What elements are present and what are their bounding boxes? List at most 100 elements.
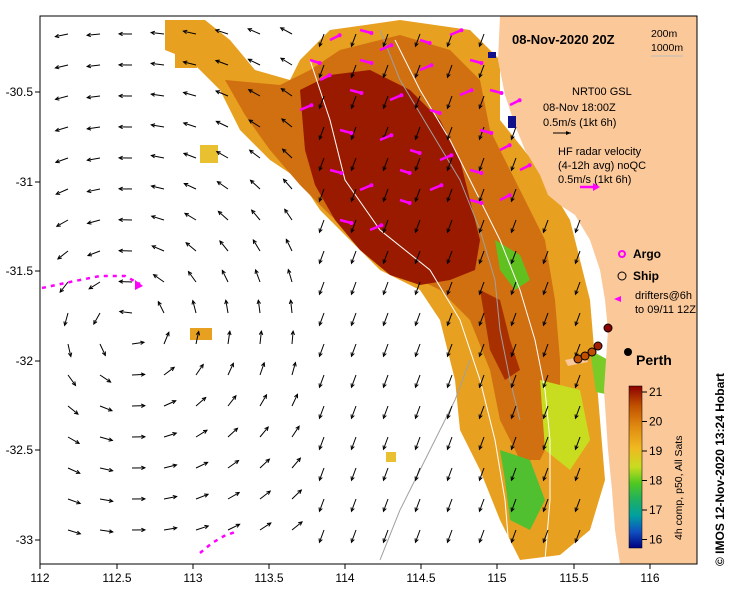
velocity-arrow	[542, 343, 549, 357]
ship-label: Ship	[633, 269, 659, 283]
velocity-arrow-head	[118, 248, 124, 253]
velocity-arrow	[87, 126, 101, 130]
velocity-arrow	[350, 467, 357, 481]
radar-arrow-head	[379, 223, 384, 228]
velocity-arrow-head	[574, 290, 579, 296]
sst-blob-3	[386, 452, 396, 462]
velocity-arrow	[221, 270, 229, 283]
velocity-arrow-head	[204, 493, 210, 498]
drifter-label: drifters@6h	[635, 290, 692, 302]
radar-arrow	[429, 184, 442, 192]
radar-arrow-head	[359, 91, 364, 95]
velocity-arrow	[318, 405, 325, 419]
velocity-arrow-head	[446, 383, 451, 389]
velocity-arrow	[542, 374, 549, 388]
velocity-arrow-head	[280, 87, 286, 93]
velocity-arrow-head	[350, 507, 355, 513]
velocity-arrow-head	[414, 538, 419, 544]
velocity-arrow-head	[93, 319, 98, 325]
velocity-arrow	[510, 498, 517, 512]
velocity-arrow-head	[152, 273, 158, 279]
velocity-arrow	[318, 374, 325, 388]
velocity-arrow-head	[254, 268, 259, 274]
velocity-arrow-head	[318, 476, 323, 482]
velocity-arrow	[151, 32, 165, 35]
velocity-arrow-head	[201, 396, 207, 402]
velocity-arrow-head	[86, 126, 92, 131]
colorbar-tick-label: 19	[649, 444, 663, 458]
velocity-arrow-head	[478, 104, 483, 110]
velocity-arrow-head	[478, 135, 483, 141]
velocity-arrow	[151, 185, 165, 190]
velocity-arrow	[192, 300, 197, 314]
velocity-arrow-head	[446, 135, 451, 141]
velocity-arrow	[478, 219, 485, 233]
radar-arrow-head	[449, 153, 454, 158]
colorbar-ticks: 21 20 19 18 17 16	[642, 385, 663, 547]
australia-land	[498, 16, 697, 564]
radar-arrow	[359, 184, 372, 192]
velocity-arrow-head	[350, 383, 355, 389]
radar-arrow	[439, 154, 452, 162]
velocity-arrow	[318, 467, 325, 481]
velocity-arrow-head	[414, 166, 419, 172]
velocity-arrow	[215, 60, 229, 66]
velocity-arrow-head	[478, 538, 483, 544]
velocity-arrow	[414, 498, 421, 512]
velocity-arrow-head	[446, 104, 451, 110]
radar-arrow-head	[459, 28, 464, 33]
velocity-arrow-head	[414, 135, 419, 141]
velocity-arrow	[382, 33, 389, 47]
velocity-arrow	[151, 124, 165, 128]
velocity-arrow-head	[182, 91, 188, 96]
velocity-arrow-head	[141, 496, 147, 502]
velocity-arrow	[163, 432, 177, 438]
velocity-arrow-head	[171, 400, 177, 405]
velocity-arrow-head	[290, 329, 296, 336]
velocity-arrow-head	[215, 120, 221, 125]
velocity-arrow	[382, 529, 389, 543]
velocity-arrow-head	[318, 42, 323, 48]
velocity-arrow	[414, 95, 421, 109]
x-tick-label: 113	[183, 571, 202, 585]
isobath-deep	[379, 359, 471, 561]
velocity-arrow	[219, 240, 229, 252]
velocity-arrow-head	[574, 507, 579, 513]
radar-arrow-head	[389, 43, 394, 48]
velocity-arrow-head	[446, 321, 451, 327]
velocity-arrow-head	[574, 476, 579, 482]
velocity-arrow	[153, 274, 165, 283]
velocity-arrow-head	[382, 507, 387, 513]
velocity-arrow-head	[350, 259, 355, 265]
velocity-arrow-head	[446, 42, 451, 48]
velocity-arrow	[542, 467, 549, 481]
velocity-arrow	[574, 219, 581, 233]
velocity-arrow-head	[235, 491, 241, 497]
velocity-arrow-head	[265, 458, 271, 464]
velocity-arrow-head	[478, 352, 483, 358]
velocity-arrow	[67, 436, 80, 444]
velocity-arrow-head	[264, 426, 269, 432]
velocity-arrow	[350, 64, 357, 78]
velocity-arrow-head	[287, 268, 292, 274]
velocity-arrow-head	[414, 104, 419, 110]
velocity-arrow	[574, 467, 581, 481]
velocity-arrow-head	[106, 378, 112, 383]
velocity-arrow-head	[318, 166, 323, 172]
velocity-arrow	[88, 281, 101, 290]
velocity-arrow-head	[117, 155, 123, 161]
velocity-arrow-head	[478, 166, 483, 172]
velocity-arrow-head	[118, 309, 124, 315]
velocity-arrow	[382, 188, 389, 202]
radar-arrow-head	[349, 221, 354, 225]
velocity-arrow-head	[55, 190, 61, 195]
velocity-arrow	[350, 157, 357, 171]
velocity-arrow	[542, 498, 549, 512]
radar-arrow-head	[527, 163, 532, 168]
velocity-arrow	[510, 529, 517, 543]
velocity-arrow-head	[101, 351, 106, 357]
velocity-arrow	[217, 181, 229, 190]
velocity-arrow-head	[478, 476, 483, 482]
radar-arrow-head	[479, 201, 484, 205]
velocity-arrow-head	[574, 228, 579, 234]
